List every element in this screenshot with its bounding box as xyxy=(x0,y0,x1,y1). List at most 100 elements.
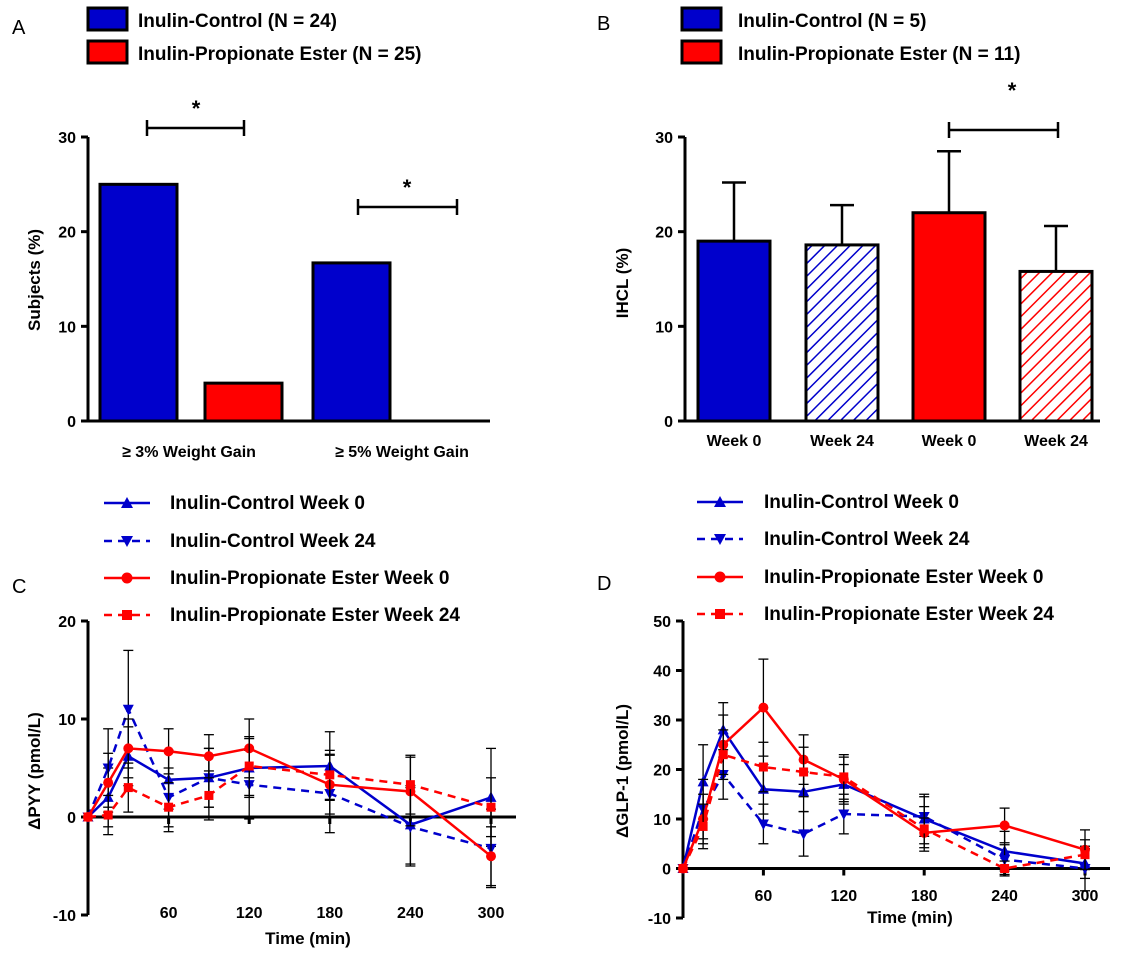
y-tick-label: 20 xyxy=(655,225,673,242)
legend-a-label-control: Inulin-Control (N = 24) xyxy=(138,11,337,32)
significance-star: * xyxy=(1008,78,1017,103)
series-2 xyxy=(678,658,1090,874)
data-point xyxy=(103,777,114,788)
x-tick-label: ≥ 3% Weight Gain xyxy=(122,444,256,461)
data-point xyxy=(204,790,214,800)
legend-c-item-propionate-w24: Inulin-Propionate Ester Week 24 xyxy=(104,605,460,626)
data-point xyxy=(164,802,174,812)
legend-d-label-control-w0: Inulin-Control Week 0 xyxy=(764,492,959,513)
data-point xyxy=(678,864,688,873)
x-tick-label: 60 xyxy=(755,888,773,905)
data-point xyxy=(244,761,254,771)
x-tick-label: 180 xyxy=(911,888,938,905)
y-tick-label: 10 xyxy=(655,319,673,336)
data-point xyxy=(758,702,769,713)
y-tick-label: -10 xyxy=(648,911,671,928)
data-point xyxy=(83,812,93,822)
circle-marker xyxy=(714,571,726,583)
panel-letter-d: D xyxy=(597,573,611,595)
y-tick-label: 20 xyxy=(653,763,671,780)
series-2 xyxy=(83,718,496,887)
circle-marker xyxy=(121,572,133,584)
y-tick-label: 30 xyxy=(653,713,671,730)
bar xyxy=(911,211,987,423)
panel-letter-b: B xyxy=(597,13,610,35)
series-line xyxy=(86,747,492,858)
x-tick-label: 180 xyxy=(316,905,343,922)
data-point xyxy=(486,851,496,862)
legend-b: Inulin-Control (N = 5) Inulin-Propionate… xyxy=(680,6,1020,65)
series-line xyxy=(681,727,1086,869)
x-tick-label: ≥ 5% Weight Gain xyxy=(335,444,469,461)
x-tick-label: 240 xyxy=(397,905,424,922)
data-point xyxy=(838,809,850,821)
y-axis-label: ΔGLP-1 (pmol/L) xyxy=(613,704,632,838)
triangle-up-marker xyxy=(714,496,726,507)
chart-a: 0 10 20 30 Subjects (%) ≥ 3% Weight Gain ≥ 5% … xyxy=(25,130,490,461)
data-point xyxy=(698,821,708,831)
data-point xyxy=(1080,850,1090,860)
bar xyxy=(696,239,772,423)
legend-d-item-propionate-w0: Inulin-Propionate Ester Week 0 xyxy=(697,567,1043,588)
x-tick-label: 240 xyxy=(991,888,1018,905)
series-3 xyxy=(83,735,496,838)
data-point xyxy=(325,770,335,780)
legend-c-label-propionate-w0: Inulin-Propionate Ester Week 0 xyxy=(170,568,449,589)
chart-b: 0 10 20 30 IHCL (%) Week 0 Week 24 Week 0 Week 2… xyxy=(613,130,1100,450)
x-tick-label: 60 xyxy=(160,905,178,922)
data-point xyxy=(404,822,416,833)
legend-c-label-control-w24: Inulin-Control Week 24 xyxy=(170,531,376,552)
y-tick-label: 0 xyxy=(67,414,76,431)
x-tick-label: 300 xyxy=(1072,888,1099,905)
panel-letter-c: C xyxy=(12,576,26,598)
y-tick-label: 10 xyxy=(58,712,76,729)
data-point xyxy=(405,780,415,790)
x-tick-label: 300 xyxy=(478,905,505,922)
legend-b-label-control: Inulin-Control (N = 5) xyxy=(738,11,926,32)
x-axis-label: Time (min) xyxy=(867,908,953,927)
legend-a-swatch-control xyxy=(86,6,129,32)
data-point xyxy=(798,829,810,840)
x-tick-label: Week 0 xyxy=(922,433,977,450)
data-point xyxy=(757,819,769,830)
data-point xyxy=(718,750,728,760)
x-tick-label: Week 0 xyxy=(707,433,762,450)
y-tick-label: 40 xyxy=(653,664,671,681)
legend-c: Inulin-Control Week 0 Inulin-Control Wee… xyxy=(104,493,460,626)
y-axis-label: ΔPYY (pmol/L) xyxy=(25,712,44,830)
significance-star: * xyxy=(403,175,412,200)
bar xyxy=(98,182,179,423)
data-point xyxy=(163,746,174,757)
x-tick-label: Week 24 xyxy=(1024,433,1088,450)
legend-b-swatch-control xyxy=(680,6,723,32)
data-point xyxy=(799,767,809,777)
chart-c: -10 0 10 20 60 120 180 240 300 Time (min) ΔPYY (pm… xyxy=(25,614,516,948)
y-tick-label: 0 xyxy=(67,810,76,827)
legend-d-label-propionate-w0: Inulin-Propionate Ester Week 0 xyxy=(764,567,1043,588)
y-axis-label: Subjects (%) xyxy=(25,229,44,331)
bar xyxy=(203,381,284,423)
significance-bracket-b: * xyxy=(947,78,1060,138)
series-1 xyxy=(82,649,497,889)
significance-bracket-a2: * xyxy=(356,175,459,215)
chart-d: -10 0 10 20 30 40 50 60 120 180 240 300 Time (min) ΔG… xyxy=(613,614,1110,928)
y-tick-label: 30 xyxy=(655,130,673,147)
legend-c-item-propionate-w0: Inulin-Propionate Ester Week 0 xyxy=(104,568,449,589)
data-point xyxy=(122,704,134,716)
y-tick-label: 20 xyxy=(58,614,76,631)
y-tick-label: 0 xyxy=(664,414,673,431)
legend-d-label-control-w24: Inulin-Control Week 24 xyxy=(764,529,970,550)
y-tick-label: 50 xyxy=(653,614,671,631)
data-point xyxy=(123,743,134,754)
data-point xyxy=(999,855,1011,866)
series-line xyxy=(681,753,1086,870)
data-point xyxy=(123,783,133,793)
bar xyxy=(1018,269,1094,423)
square-marker xyxy=(715,609,725,619)
y-tick-label: -10 xyxy=(53,908,76,925)
legend-a-label-propionate: Inulin-Propionate Ester (N = 25) xyxy=(138,44,421,65)
legend-d-item-propionate-w24: Inulin-Propionate Ester Week 24 xyxy=(697,604,1054,625)
legend-c-item-control-w0: Inulin-Control Week 0 xyxy=(104,493,365,514)
legend-d-label-propionate-w24: Inulin-Propionate Ester Week 24 xyxy=(764,604,1054,625)
